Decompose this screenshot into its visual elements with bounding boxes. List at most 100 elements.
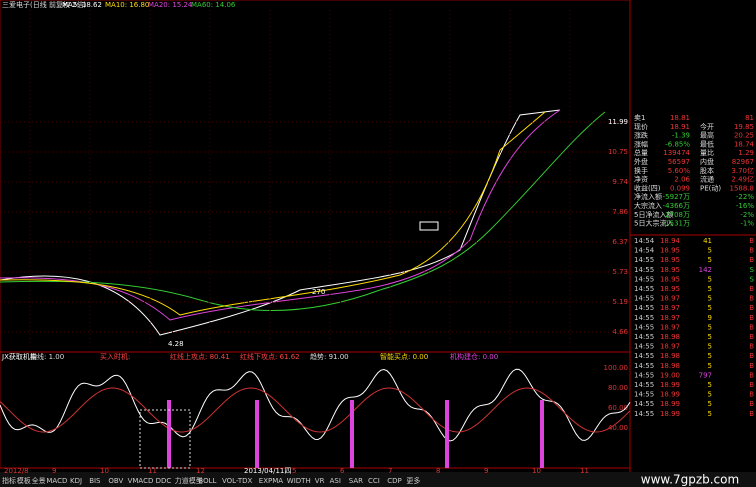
tick-cell: 18.95	[660, 266, 680, 274]
tab[interactable]: 更多	[406, 476, 420, 485]
tick-cell: 142	[699, 266, 712, 274]
tab[interactable]: 模板	[17, 476, 31, 485]
tick-cell: 5	[708, 410, 712, 418]
price-axis-label: 4.66	[612, 328, 628, 336]
signal-bar	[350, 400, 354, 468]
tick-cell: 5	[708, 362, 712, 370]
tick-cell: 797	[699, 371, 712, 379]
quote-cell: 量比	[700, 148, 714, 157]
price-axis-label: 10.75	[608, 148, 628, 156]
tick-cell: 5	[708, 381, 712, 389]
tick-cell: 18.95	[660, 275, 680, 283]
quote-cell: 5日净流入额	[634, 210, 673, 219]
quote-cell: 净流入额	[634, 192, 662, 201]
date-label: 11	[580, 467, 589, 475]
tick-cell: B	[749, 304, 754, 312]
tick-cell: 18.98	[660, 362, 680, 370]
tab[interactable]: OBV	[108, 477, 123, 485]
tab[interactable]: CDP	[387, 477, 402, 485]
tab[interactable]: BOLL	[198, 477, 216, 485]
tick-cell: 5	[708, 391, 712, 399]
ma-label: MA10: 16.80	[105, 1, 149, 9]
tick-cell: 14:55	[634, 275, 654, 283]
tick-cell: 14:55	[634, 266, 654, 274]
tick-cell: 14:55	[634, 352, 654, 360]
tick-cell: B	[749, 237, 754, 245]
quote-cell: 139474	[663, 149, 690, 157]
price-axis-label: 7.86	[612, 208, 628, 216]
tab[interactable]: WIDTH	[287, 477, 311, 485]
tick-cell: 18.98	[660, 352, 680, 360]
quote-cell: 2.49亿	[731, 175, 754, 184]
price-line	[0, 109, 561, 336]
ma-line	[0, 111, 546, 316]
ma-label: MA5: 18.62	[62, 1, 102, 9]
tick-cell: B	[749, 256, 754, 264]
date-label: 9	[52, 467, 56, 475]
tab[interactable]: VMACD	[128, 477, 154, 485]
indicator-param: 机构建仓: 0.00	[450, 352, 498, 361]
tick-cell: 14:54	[634, 237, 655, 245]
tab[interactable]: MACD	[46, 477, 67, 485]
quote-cell: -4366万	[663, 202, 690, 210]
indicator-axis-label: 100.00	[604, 364, 629, 372]
ma60-line	[0, 111, 606, 312]
tab[interactable]: BIS	[89, 477, 101, 485]
tick-cell: 18.99	[660, 391, 680, 399]
tab[interactable]: 力道模型	[175, 476, 203, 485]
quote-cell: -22%	[736, 193, 754, 201]
tick-cell: 18.95	[660, 285, 680, 293]
tab[interactable]: 指标	[2, 476, 16, 485]
tick-cell: B	[749, 400, 754, 408]
tick-cell: B	[749, 371, 754, 379]
ma-label: MA60: 14.06	[191, 1, 236, 9]
quote-cell: 18.74	[734, 140, 755, 148]
indicator-title: JX获取机构	[1, 352, 37, 361]
date-label: 12	[196, 467, 205, 475]
date-label: 6	[340, 467, 345, 475]
quote-cell: 18.91	[670, 123, 690, 131]
tab[interactable]: VOL-TDX	[222, 477, 253, 485]
tick-cell: 14:55	[634, 371, 654, 379]
tick-cell: 18.95	[660, 247, 680, 255]
indicator-param: 买入时机:	[100, 352, 130, 361]
date-label: 2012/8	[4, 467, 29, 475]
tick-cell: 14:55	[634, 304, 654, 312]
quote-cell: 今开	[700, 122, 714, 131]
tab[interactable]: KDJ	[70, 477, 82, 485]
tick-cell: B	[749, 381, 754, 389]
ma-line	[0, 109, 561, 321]
quote-cell: 最低	[700, 139, 714, 148]
tick-cell: 18.97	[660, 323, 680, 331]
tab[interactable]: VR	[315, 477, 325, 485]
indicator-param: 红线下攻点: 61.62	[240, 352, 300, 361]
quote-cell: 内盘	[700, 157, 714, 166]
quote-cell: 20.25	[734, 132, 754, 140]
tick-cell: 5	[708, 256, 712, 264]
tab[interactable]: SAR	[349, 477, 363, 485]
tab[interactable]: 全景	[32, 476, 46, 485]
tab[interactable]: EXPMA	[259, 477, 283, 485]
date-label: 10	[100, 467, 109, 475]
price-axis-label: 9.74	[612, 178, 628, 186]
price-axis-label: 5.73	[612, 268, 628, 276]
tick-cell: 14:55	[634, 400, 654, 408]
quote-cell: 现价	[634, 123, 648, 131]
tick-cell: 18.97	[660, 343, 680, 351]
quote-cell: -2%	[740, 211, 754, 219]
tick-cell: 18.98	[660, 333, 680, 341]
indicator-line	[0, 387, 631, 433]
quote-cell: 18.81	[670, 114, 690, 122]
tab[interactable]: DDC	[156, 477, 172, 485]
tick-cell: 14:55	[634, 381, 654, 389]
tick-cell: 9	[708, 314, 712, 322]
tab[interactable]: ASI	[330, 477, 341, 485]
tick-cell: 14:55	[634, 333, 654, 341]
tab[interactable]: CCI	[368, 477, 380, 485]
quote-cell: 最高	[700, 131, 714, 140]
quote-cell: 0.099	[670, 184, 690, 192]
quote-cell: 81	[745, 114, 754, 122]
tick-cell: 5	[708, 285, 712, 293]
tick-cell: 5	[708, 275, 712, 283]
indicator-param: 智能买点: 0.00	[380, 352, 428, 361]
